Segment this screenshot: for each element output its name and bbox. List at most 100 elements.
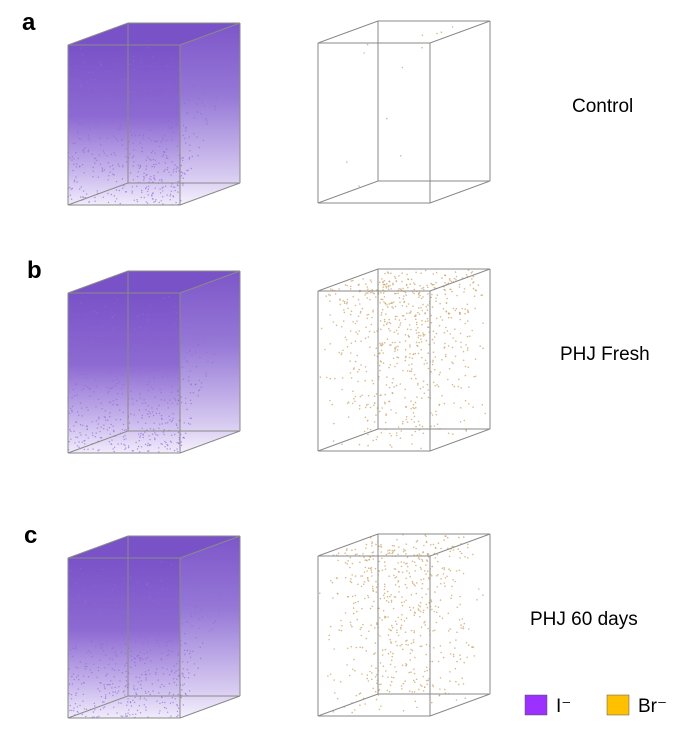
ion-dot bbox=[112, 694, 114, 697]
ion-dot bbox=[351, 625, 353, 628]
ion-dot bbox=[178, 69, 180, 71]
cube-edge bbox=[429, 268, 491, 292]
ion-dot bbox=[171, 183, 173, 185]
ion-dot bbox=[452, 362, 455, 365]
ion-dot bbox=[142, 137, 144, 139]
ion-dot bbox=[340, 619, 342, 622]
ion-dot bbox=[158, 447, 160, 449]
legend: I⁻ Br⁻ bbox=[524, 694, 667, 717]
ion-dot bbox=[124, 354, 127, 356]
ion-dot bbox=[416, 539, 419, 542]
ion-dot bbox=[71, 410, 73, 413]
ion-dot bbox=[126, 124, 128, 126]
ion-dot bbox=[352, 607, 355, 609]
ion-dot bbox=[402, 420, 404, 423]
ion-dot bbox=[124, 664, 126, 667]
ion-dot bbox=[434, 557, 437, 559]
ion-dot bbox=[139, 623, 142, 626]
ion-dot bbox=[155, 199, 157, 201]
ion-dot bbox=[125, 662, 128, 664]
ion-dot bbox=[133, 701, 136, 704]
ion-dot bbox=[191, 155, 193, 158]
ion-dot bbox=[214, 620, 217, 623]
ion-dot bbox=[406, 328, 409, 331]
ion-dot bbox=[438, 404, 441, 406]
ion-dot bbox=[358, 368, 361, 371]
ion-dot bbox=[450, 280, 453, 283]
ion-dot bbox=[357, 284, 360, 287]
cube-side bbox=[180, 23, 240, 205]
ion-dot bbox=[405, 643, 407, 646]
ion-dot bbox=[425, 573, 427, 575]
ion-dot bbox=[409, 346, 411, 348]
ion-dot bbox=[81, 356, 84, 358]
ion-dot bbox=[371, 288, 374, 291]
ion-dot bbox=[361, 673, 363, 675]
ion-dot bbox=[83, 148, 85, 150]
ion-dot bbox=[401, 596, 403, 598]
ion-dot bbox=[424, 320, 427, 323]
ion-dot bbox=[91, 671, 93, 674]
ion-dot bbox=[136, 185, 138, 187]
ion-dot bbox=[184, 130, 187, 132]
ion-dot bbox=[381, 619, 383, 621]
ion-dot bbox=[359, 310, 362, 313]
ion-dot bbox=[112, 380, 114, 382]
ion-dot bbox=[99, 643, 101, 645]
ion-dot bbox=[114, 691, 117, 693]
ion-dot bbox=[349, 556, 352, 559]
ion-dot bbox=[367, 596, 370, 599]
ion-dot bbox=[81, 196, 84, 198]
ion-dot bbox=[135, 640, 137, 643]
ion-dot bbox=[134, 364, 136, 366]
ion-dot bbox=[213, 353, 216, 355]
ion-dot bbox=[116, 655, 118, 657]
ion-dot bbox=[340, 629, 343, 632]
ion-dot bbox=[469, 284, 472, 286]
ion-dot bbox=[378, 364, 381, 367]
ion-dot bbox=[413, 315, 416, 318]
ion-dot bbox=[407, 334, 410, 337]
ion-dot bbox=[157, 171, 159, 173]
ion-dot bbox=[219, 592, 221, 595]
ion-dot bbox=[364, 379, 367, 382]
ion-dot bbox=[151, 683, 153, 685]
ion-dot bbox=[89, 395, 91, 397]
ion-dot bbox=[102, 707, 105, 709]
ion-dot bbox=[346, 563, 349, 565]
ion-dot bbox=[173, 89, 175, 91]
ion-dot bbox=[367, 577, 369, 579]
ion-dot bbox=[138, 676, 141, 679]
ion-dot bbox=[365, 283, 367, 285]
ion-dot bbox=[68, 412, 71, 414]
ion-dot bbox=[195, 351, 197, 353]
ion-dot bbox=[86, 373, 88, 376]
ion-dot bbox=[183, 102, 186, 104]
ion-dot bbox=[182, 157, 184, 159]
ion-dot bbox=[397, 333, 399, 335]
ion-dot bbox=[182, 184, 184, 186]
ion-dot bbox=[459, 603, 462, 606]
ion-dot bbox=[112, 683, 114, 685]
ion-dot bbox=[182, 668, 185, 670]
ion-dot bbox=[424, 624, 427, 626]
ion-dot bbox=[385, 616, 387, 618]
ion-dot bbox=[334, 377, 336, 380]
ion-dot bbox=[482, 594, 484, 596]
ion-dot bbox=[195, 331, 197, 333]
ion-dot bbox=[413, 546, 415, 548]
ion-dot bbox=[381, 569, 384, 572]
ion-dot bbox=[367, 579, 369, 581]
ion-dot bbox=[211, 362, 214, 364]
ion-dot bbox=[139, 332, 141, 334]
ion-dot bbox=[219, 594, 221, 597]
ion-dot bbox=[83, 373, 85, 375]
ion-dot bbox=[200, 54, 202, 56]
ion-dot bbox=[142, 616, 144, 618]
ion-dot bbox=[339, 303, 342, 306]
cube-front bbox=[68, 558, 180, 718]
ion-dot bbox=[423, 363, 426, 365]
ion-dot bbox=[464, 697, 467, 699]
ion-dot bbox=[401, 422, 404, 425]
ion-dot bbox=[144, 662, 146, 665]
